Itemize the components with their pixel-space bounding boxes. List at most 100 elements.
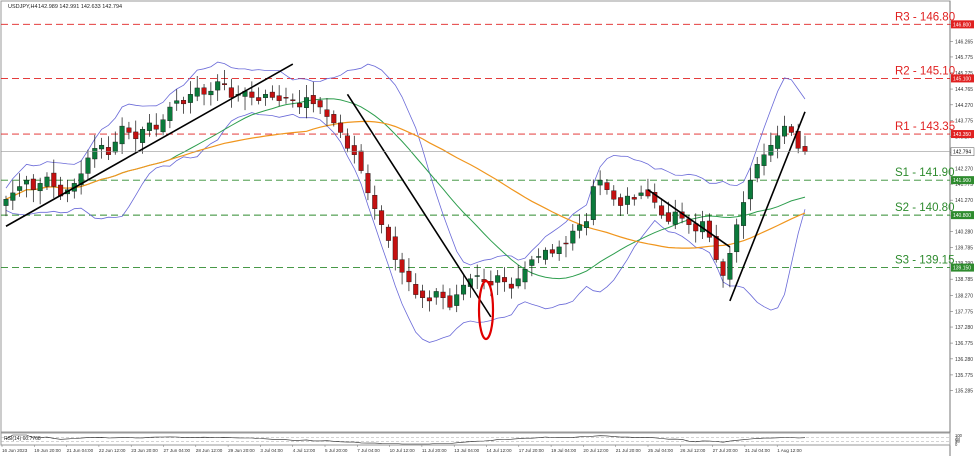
current-price-label: 142.794 (953, 150, 971, 156)
trendline (5, 63, 294, 227)
candle-body (283, 97, 289, 99)
candle-body (734, 224, 740, 253)
candle-body (618, 197, 624, 206)
candle-body (201, 87, 207, 95)
candle-body (522, 268, 528, 283)
y-tick-label: 143.775 (955, 119, 973, 125)
candle-body (802, 146, 808, 152)
candle-body (290, 99, 296, 101)
candle-body (133, 131, 139, 140)
candle-body (44, 176, 50, 187)
candle-body (590, 186, 596, 220)
candle-body (324, 109, 330, 117)
rsi-line (5, 434, 806, 445)
candle-body (385, 226, 391, 241)
candle-body (461, 284, 467, 295)
candle-body (208, 90, 214, 96)
candle-body (317, 100, 323, 108)
level-label: S3 - 139.15 (895, 255, 954, 267)
x-tick-label: 21 Jun 04:00 (67, 448, 94, 453)
candle-body (775, 135, 781, 149)
rsi-tick-label: 50 (955, 437, 960, 442)
rsi-tick-label: 100 (955, 433, 963, 438)
candle-body (597, 179, 603, 186)
candle-body (652, 192, 658, 203)
candle-body (624, 195, 630, 205)
x-tick-label: 16 Jun 2023 (2, 448, 28, 453)
candle-body (720, 261, 726, 276)
level-tag (951, 74, 974, 83)
candle-body (604, 182, 610, 190)
candle-body (577, 224, 583, 231)
level-tag-label: 143.350 (953, 132, 971, 138)
y-tick-label: 141.775 (955, 182, 973, 188)
x-tick-label: 20 Jul 12:00 (583, 448, 608, 453)
y-tick-label: 138.785 (955, 277, 973, 283)
candle-body (727, 253, 733, 280)
candle-body (638, 192, 644, 196)
level-label: R1 - 143.35 (895, 121, 955, 133)
candle-body (515, 278, 521, 287)
y-tick-label: 145.775 (955, 55, 973, 61)
current-price-tag (950, 147, 975, 156)
candle-body (413, 284, 419, 295)
trendline (729, 111, 806, 302)
chart-ohlc: 142.989 142.991 142.633 142.794 (38, 4, 122, 10)
x-tick-label: 31 Jul 04:00 (745, 448, 770, 453)
level-label: S2 - 140.80 (895, 202, 954, 214)
candle-body (454, 294, 460, 306)
candlesticks (3, 69, 808, 313)
candle-body (556, 246, 562, 254)
x-tick-label: 14 Jul 12:00 (487, 448, 512, 453)
candle-body (365, 173, 371, 194)
candle-body (672, 211, 678, 225)
x-tick-label: 1 Aug 12:00 (777, 448, 802, 453)
level-tag-label: 146.800 (953, 22, 971, 28)
candle-body (447, 295, 453, 308)
y-tick-label: 146.265 (955, 39, 973, 45)
x-tick-label: 3 Jul 04:00 (260, 448, 283, 453)
candle-body (406, 270, 412, 283)
candle-body (10, 192, 16, 201)
candle-body (583, 221, 589, 228)
y-tick-label: 135.775 (955, 373, 973, 379)
candle-body (529, 259, 535, 266)
candle-body (303, 97, 309, 108)
candle-body (508, 283, 514, 289)
candle-body (549, 249, 555, 254)
candle-body (338, 122, 344, 133)
y-tick-label: 145.275 (955, 71, 973, 77)
x-tick-label: 21 Jul 20:00 (616, 448, 641, 453)
candle-body (269, 91, 275, 98)
y-tick-label: 142.270 (955, 166, 973, 172)
level-tag-label: 139.150 (953, 266, 971, 272)
x-tick-label: 29 Jun 20:00 (228, 448, 255, 453)
trendline (647, 189, 731, 248)
candle-body (78, 173, 84, 186)
candle-body (256, 97, 262, 101)
candle-body (119, 125, 125, 145)
candle-body (502, 277, 508, 283)
candle-body (92, 148, 98, 160)
candle-body (474, 275, 480, 277)
y-tick-label: 141.270 (955, 198, 973, 204)
candle-body (167, 106, 173, 121)
candle-body (23, 179, 29, 185)
candle-body (297, 102, 303, 108)
level-tag-label: 140.800 (953, 213, 971, 219)
rsi-tick-label: 0 (955, 442, 958, 447)
candle-body (310, 95, 316, 105)
candle-body (542, 249, 548, 260)
candle-body (3, 199, 9, 206)
candle-body (570, 230, 576, 244)
x-tick-label: 19 Jul 04:00 (551, 448, 576, 453)
candle-body (51, 172, 57, 187)
candle-body (631, 197, 637, 200)
x-tick-label: 25 Jul 04:00 (648, 448, 673, 453)
candle-body (263, 94, 269, 98)
candle-body (358, 150, 364, 171)
candle-body (788, 126, 794, 133)
candle-body (146, 122, 152, 131)
level-tag (951, 20, 974, 29)
